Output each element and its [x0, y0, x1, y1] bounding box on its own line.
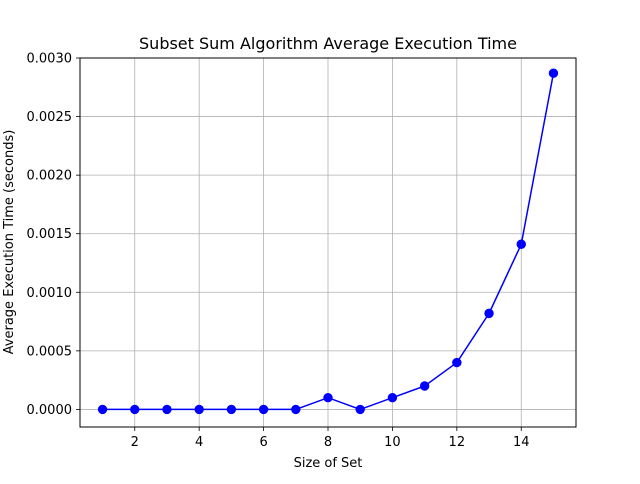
data-point	[97, 404, 108, 415]
data-point	[130, 404, 140, 415]
y-tick-label: 0.0000	[27, 403, 73, 418]
x-tick-label: 8	[324, 435, 332, 450]
data-point	[323, 393, 333, 403]
data-point	[419, 381, 430, 391]
data-point	[162, 404, 172, 415]
y-axis-label: Average Execution Time (seconds)	[2, 130, 17, 355]
y-tick-label: 0.0025	[27, 110, 73, 125]
data-point	[355, 404, 365, 415]
data-point	[484, 308, 494, 319]
y-tick-label: 0.0010	[27, 286, 73, 301]
data-point	[194, 404, 204, 415]
data-point	[226, 404, 237, 415]
x-tick-label: 2	[131, 435, 139, 450]
data-point	[258, 404, 269, 415]
x-tick-label: 10	[384, 435, 401, 450]
grid-lines	[80, 57, 576, 427]
y-tick-label: 0.0015	[27, 227, 73, 242]
data-point	[291, 404, 301, 415]
y-tick-label: 0.0005	[27, 344, 73, 359]
chart-title: Subset Sum Algorithm Average Execution T…	[139, 34, 517, 53]
axis-ticks: 2 4 6 8 10 12 14 0.0000 0.0005 0.0010 0.0015 0.0020…	[27, 52, 530, 451]
x-tick-label: 14	[513, 435, 530, 450]
x-tick-label: 12	[449, 435, 466, 450]
x-tick-label: 4	[195, 435, 203, 450]
data-point	[516, 239, 526, 249]
data-point	[387, 393, 398, 403]
series-layer	[97, 68, 559, 415]
data-point	[548, 68, 559, 78]
data-point	[452, 357, 462, 368]
y-tick-label: 0.0030	[27, 52, 73, 67]
x-axis-label: Size of Set	[294, 456, 363, 471]
y-tick-label: 0.0020	[27, 169, 73, 184]
x-tick-label: 6	[259, 435, 267, 450]
